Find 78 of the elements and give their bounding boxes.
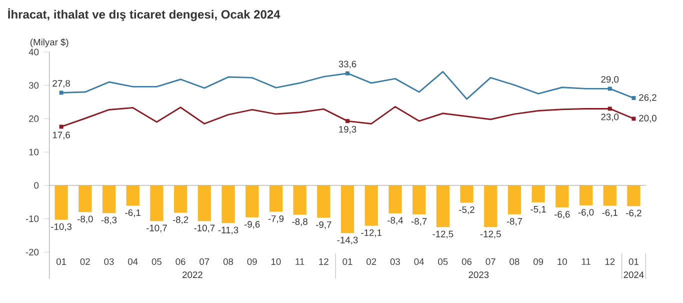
data-label: -10,7 — [146, 224, 167, 232]
data-label: 19,3 — [339, 126, 356, 134]
x-tick-label: 08 — [223, 258, 234, 266]
data-label: -11,3 — [218, 226, 238, 234]
data-label: -8,0 — [78, 216, 93, 224]
x-tick-label: 07 — [486, 258, 496, 266]
x-tick-label: 11 — [582, 258, 590, 265]
x-tick-label: 03 — [390, 258, 400, 266]
data-label: -6,1 — [125, 209, 140, 218]
data-label: -6,6 — [554, 211, 570, 219]
data-label: 26,2 — [639, 94, 656, 102]
x-tick-label: 06 — [462, 258, 472, 266]
data-label: -5,2 — [459, 206, 474, 214]
x-tick-label: 09 — [533, 258, 544, 266]
x-tick-label: 01 — [342, 258, 352, 266]
data-label: -9,7 — [316, 221, 332, 230]
y-tick-label: 20 — [29, 116, 39, 122]
data-label: -8,7 — [506, 218, 522, 226]
data-label: -6,2 — [626, 210, 642, 218]
data-label: 20,0 — [639, 114, 656, 123]
annotation: 2024 — [624, 272, 644, 278]
x-tick-label: 05 — [438, 258, 448, 266]
data-label: -12,5 — [480, 230, 501, 239]
x-tick-label: 01 — [56, 258, 66, 266]
data-label: -10,7 — [194, 224, 215, 232]
data-label: 27,8 — [52, 80, 70, 88]
y-tick-label: 30 — [28, 82, 39, 89]
data-label: 17,6 — [52, 132, 70, 140]
x-tick-label: 08 — [510, 258, 520, 266]
point — [59, 124, 64, 129]
x-tick-label: 10 — [558, 258, 567, 266]
x-tick-label: 06 — [176, 258, 186, 266]
x-tick-label: 12 — [319, 258, 328, 265]
point — [632, 116, 636, 121]
x-tick-label: 10 — [271, 258, 281, 266]
data-label: -8,8 — [292, 218, 308, 226]
point — [346, 119, 350, 124]
x-tick-label: 02 — [366, 258, 376, 266]
data-label: -12,1 — [361, 229, 382, 238]
data-label: 23,0 — [601, 114, 619, 122]
data-label: -9,6 — [244, 221, 260, 229]
data-label: -12,5 — [432, 230, 454, 239]
data-label: -6,1 — [602, 209, 618, 218]
x-tick-label: 03 — [104, 258, 114, 266]
y-tick-label: -20 — [26, 248, 39, 256]
annotation: 2022 — [182, 272, 202, 278]
chart-title: İhracat, ithalat ve dış ticaret dengesi, Ocak 2024 — [8, 8, 280, 22]
x-tick-label: 01 — [628, 258, 638, 266]
y-tick-label: 0 — [34, 182, 39, 189]
x-tick-label: 05 — [152, 258, 162, 266]
annotation: 2023 — [468, 272, 489, 278]
x-tick-label: 02 — [80, 258, 90, 266]
y-tick-label: 40 — [28, 48, 39, 56]
data-label: -7,9 — [268, 215, 284, 224]
data-label: 29,0 — [601, 76, 619, 84]
data-label: -8,2 — [172, 216, 188, 224]
point — [632, 96, 636, 100]
point — [608, 106, 612, 111]
data-label: -8,4 — [388, 217, 403, 225]
x-tick-label: 11 — [296, 258, 304, 265]
data-label: -8,7 — [411, 218, 427, 226]
data-label: -8,3 — [101, 216, 117, 224]
y-axis-title: (Milyar $) — [30, 38, 68, 48]
point — [59, 90, 64, 95]
data-label: -14,3 — [337, 236, 358, 245]
x-tick-label: 04 — [128, 258, 138, 266]
data-label: -6,0 — [578, 209, 594, 217]
data-label: 33,6 — [338, 60, 356, 69]
data-label: -10,3 — [51, 223, 72, 232]
y-tick-label: 10 — [29, 148, 39, 156]
x-tick-label: 07 — [200, 258, 210, 266]
x-tick-label: 09 — [247, 258, 257, 266]
data-label: -5,1 — [530, 206, 546, 214]
x-tick-label: 12 — [605, 258, 615, 265]
point — [346, 71, 350, 76]
point — [608, 86, 612, 91]
x-tick-label: 04 — [414, 258, 424, 266]
y-tick-label: -10 — [26, 216, 39, 222]
